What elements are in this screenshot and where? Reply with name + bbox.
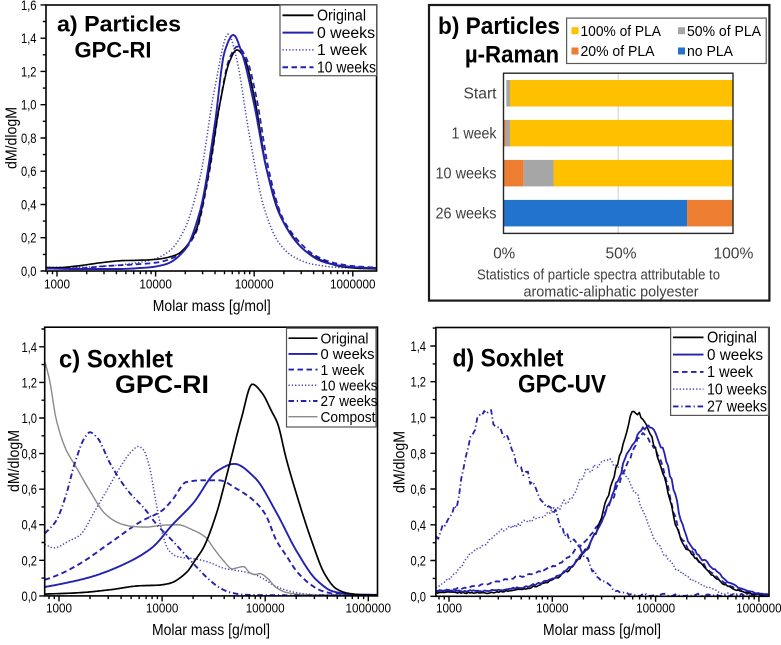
svg-text:1000: 1000 bbox=[44, 277, 70, 292]
svg-text:aromatic-aliphatic polyester: aromatic-aliphatic polyester bbox=[524, 284, 699, 301]
svg-text:dM/dlogM: dM/dlogM bbox=[6, 430, 23, 492]
svg-text:1 week: 1 week bbox=[317, 42, 367, 59]
svg-text:1000: 1000 bbox=[46, 601, 72, 616]
svg-text:0,2: 0,2 bbox=[21, 230, 37, 246]
svg-text:1000000: 1000000 bbox=[736, 601, 781, 616]
svg-text:0,4: 0,4 bbox=[411, 517, 427, 533]
svg-text:1,2: 1,2 bbox=[22, 374, 38, 390]
svg-text:1,0: 1,0 bbox=[21, 97, 37, 113]
svg-text:µ-Raman: µ-Raman bbox=[465, 42, 559, 69]
svg-text:1000: 1000 bbox=[436, 601, 462, 616]
svg-text:0,0: 0,0 bbox=[21, 263, 37, 279]
svg-text:100000: 100000 bbox=[235, 277, 274, 292]
svg-text:GPC-UV: GPC-UV bbox=[518, 371, 606, 399]
svg-text:10000: 10000 bbox=[139, 277, 172, 292]
svg-text:GPC-RI: GPC-RI bbox=[115, 371, 209, 399]
svg-text:dM/dlogM: dM/dlogM bbox=[392, 431, 409, 493]
svg-text:a) Particles: a) Particles bbox=[57, 12, 181, 37]
svg-text:10000: 10000 bbox=[536, 601, 569, 616]
svg-text:0 weeks: 0 weeks bbox=[321, 346, 375, 363]
svg-text:50% of PLA: 50% of PLA bbox=[687, 23, 761, 40]
svg-text:26 weeks: 26 weeks bbox=[436, 205, 497, 222]
svg-text:27 weeks: 27 weeks bbox=[707, 399, 767, 416]
svg-text:0,2: 0,2 bbox=[411, 553, 427, 569]
svg-text:0,8: 0,8 bbox=[411, 445, 427, 461]
svg-text:dM/dlogM: dM/dlogM bbox=[4, 107, 21, 169]
svg-text:1,0: 1,0 bbox=[411, 410, 427, 426]
svg-text:Molar mass [g/mol]: Molar mass [g/mol] bbox=[153, 298, 271, 315]
svg-text:1,2: 1,2 bbox=[21, 63, 37, 79]
svg-text:1 week: 1 week bbox=[707, 364, 753, 381]
svg-text:10 weeks: 10 weeks bbox=[707, 381, 767, 398]
svg-text:1,4: 1,4 bbox=[21, 30, 37, 46]
svg-text:1000000: 1000000 bbox=[330, 277, 376, 292]
svg-text:d) Soxhlet: d) Soxhlet bbox=[453, 345, 565, 373]
svg-text:0,8: 0,8 bbox=[22, 446, 38, 462]
svg-text:0 weeks: 0 weeks bbox=[317, 25, 375, 42]
svg-text:0,2: 0,2 bbox=[22, 552, 38, 568]
svg-text:Statistics of particle spectra: Statistics of particle spectra attributa… bbox=[477, 267, 720, 284]
svg-text:100% of PLA: 100% of PLA bbox=[581, 23, 662, 40]
svg-text:Compost: Compost bbox=[321, 409, 377, 426]
svg-text:1,6: 1,6 bbox=[21, 0, 37, 13]
svg-text:no PLA: no PLA bbox=[687, 43, 733, 60]
svg-text:0 weeks: 0 weeks bbox=[707, 347, 763, 364]
svg-text:1,4: 1,4 bbox=[411, 338, 427, 354]
svg-text:Original: Original bbox=[317, 8, 366, 25]
svg-text:10 weeks: 10 weeks bbox=[436, 165, 497, 182]
svg-text:10000: 10000 bbox=[146, 601, 179, 616]
svg-text:0,4: 0,4 bbox=[21, 197, 37, 213]
svg-text:20% of PLA: 20% of PLA bbox=[581, 43, 655, 60]
svg-text:0,6: 0,6 bbox=[21, 163, 37, 179]
svg-text:1,4: 1,4 bbox=[22, 339, 38, 355]
svg-text:Molar mass [g/mol]: Molar mass [g/mol] bbox=[543, 622, 661, 639]
svg-text:b) Particles: b) Particles bbox=[438, 13, 560, 40]
svg-text:1 week: 1 week bbox=[452, 125, 497, 142]
svg-text:1 week: 1 week bbox=[321, 362, 365, 379]
svg-text:27 weeks: 27 weeks bbox=[321, 393, 378, 410]
svg-text:0,6: 0,6 bbox=[22, 481, 38, 497]
svg-text:0,4: 0,4 bbox=[22, 517, 38, 533]
svg-text:0,8: 0,8 bbox=[21, 130, 37, 146]
svg-text:1000000: 1000000 bbox=[346, 601, 392, 616]
svg-text:50%: 50% bbox=[606, 246, 637, 263]
svg-text:Molar mass [g/mol]: Molar mass [g/mol] bbox=[152, 622, 270, 639]
svg-text:0,0: 0,0 bbox=[411, 588, 427, 604]
svg-text:100000: 100000 bbox=[636, 601, 675, 616]
svg-text:100000: 100000 bbox=[246, 601, 285, 616]
svg-text:Original: Original bbox=[707, 330, 757, 347]
svg-text:Original: Original bbox=[321, 330, 369, 347]
svg-text:Start: Start bbox=[464, 85, 498, 102]
svg-text:1,2: 1,2 bbox=[411, 374, 427, 390]
svg-text:0,6: 0,6 bbox=[411, 481, 427, 497]
svg-text:1,0: 1,0 bbox=[22, 410, 38, 426]
svg-text:100%: 100% bbox=[713, 246, 753, 263]
svg-text:10 weeks: 10 weeks bbox=[321, 378, 378, 395]
svg-text:10 weeks: 10 weeks bbox=[317, 60, 376, 77]
svg-text:0,0: 0,0 bbox=[22, 588, 38, 604]
svg-text:0%: 0% bbox=[493, 246, 515, 263]
svg-text:c) Soxhlet: c) Soxhlet bbox=[59, 346, 174, 374]
svg-text:GPC-RI: GPC-RI bbox=[75, 38, 152, 63]
